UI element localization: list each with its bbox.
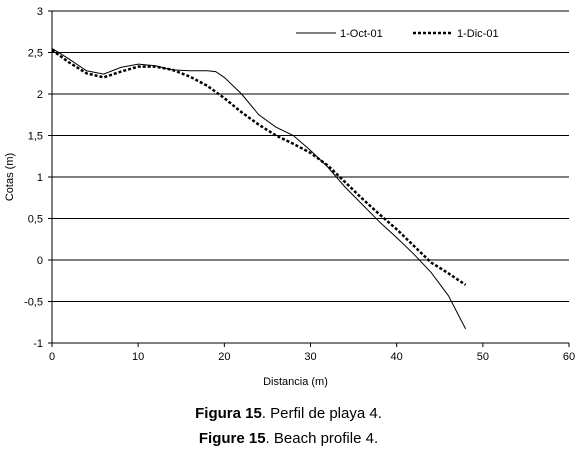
series-layer — [51, 47, 467, 330]
series-line-1 — [51, 47, 467, 330]
tick-labels: 3 2,5 2 1,5 1 0,5 0 -0,5 -1 0 10 20 30 40 50 60 — [24, 6, 575, 363]
x-tick-label: 30 — [304, 351, 316, 363]
series-line-2 — [51, 48, 467, 286]
gridlines — [52, 10, 569, 344]
legend-label-2: 1-Dic-01 — [457, 28, 499, 40]
y-tick-label: 0 — [37, 255, 43, 267]
y-tick-label: 2,5 — [28, 48, 43, 60]
y-axis-label: Cotas (m) — [4, 153, 16, 201]
beach-profile-chart: 3 2,5 2 1,5 1 0,5 0 -0,5 -1 0 10 20 30 40 50 60 Distanc… — [4, 6, 575, 388]
y-tick-label: 2 — [37, 89, 43, 101]
x-tick-label: 40 — [391, 351, 403, 363]
caption-es-text: . Perfil de playa 4. — [261, 405, 382, 422]
y-tick-label: 3 — [37, 6, 43, 18]
x-tick-label: 20 — [218, 351, 230, 363]
y-tick-label: 0,5 — [28, 214, 43, 226]
legend-label-1: 1-Oct-01 — [340, 28, 383, 40]
y-tick-label: -0,5 — [24, 297, 43, 309]
y-tick-label: -1 — [33, 338, 43, 350]
x-tick-label: 10 — [132, 351, 144, 363]
y-tick-label: 1,5 — [28, 131, 43, 143]
x-tick-label: 50 — [477, 351, 489, 363]
legend: 1-Oct-01 1-Dic-01 — [296, 28, 499, 40]
caption-en-label: Figure 15 — [198, 430, 266, 447]
caption-es-label: Figura 15 — [195, 405, 262, 422]
figure-caption-english: Figure 15. Beach profile 4. — [0, 430, 577, 448]
figure-caption-spanish: Figura 15. Perfil de playa 4. — [0, 405, 577, 423]
x-tick-label: 60 — [563, 351, 575, 363]
y-tick-label: 1 — [37, 172, 43, 184]
caption-en-text: . Beach profile 4. — [265, 430, 379, 447]
x-axis-label: Distancia (m) — [263, 376, 328, 388]
x-tick-label: 0 — [49, 351, 55, 363]
